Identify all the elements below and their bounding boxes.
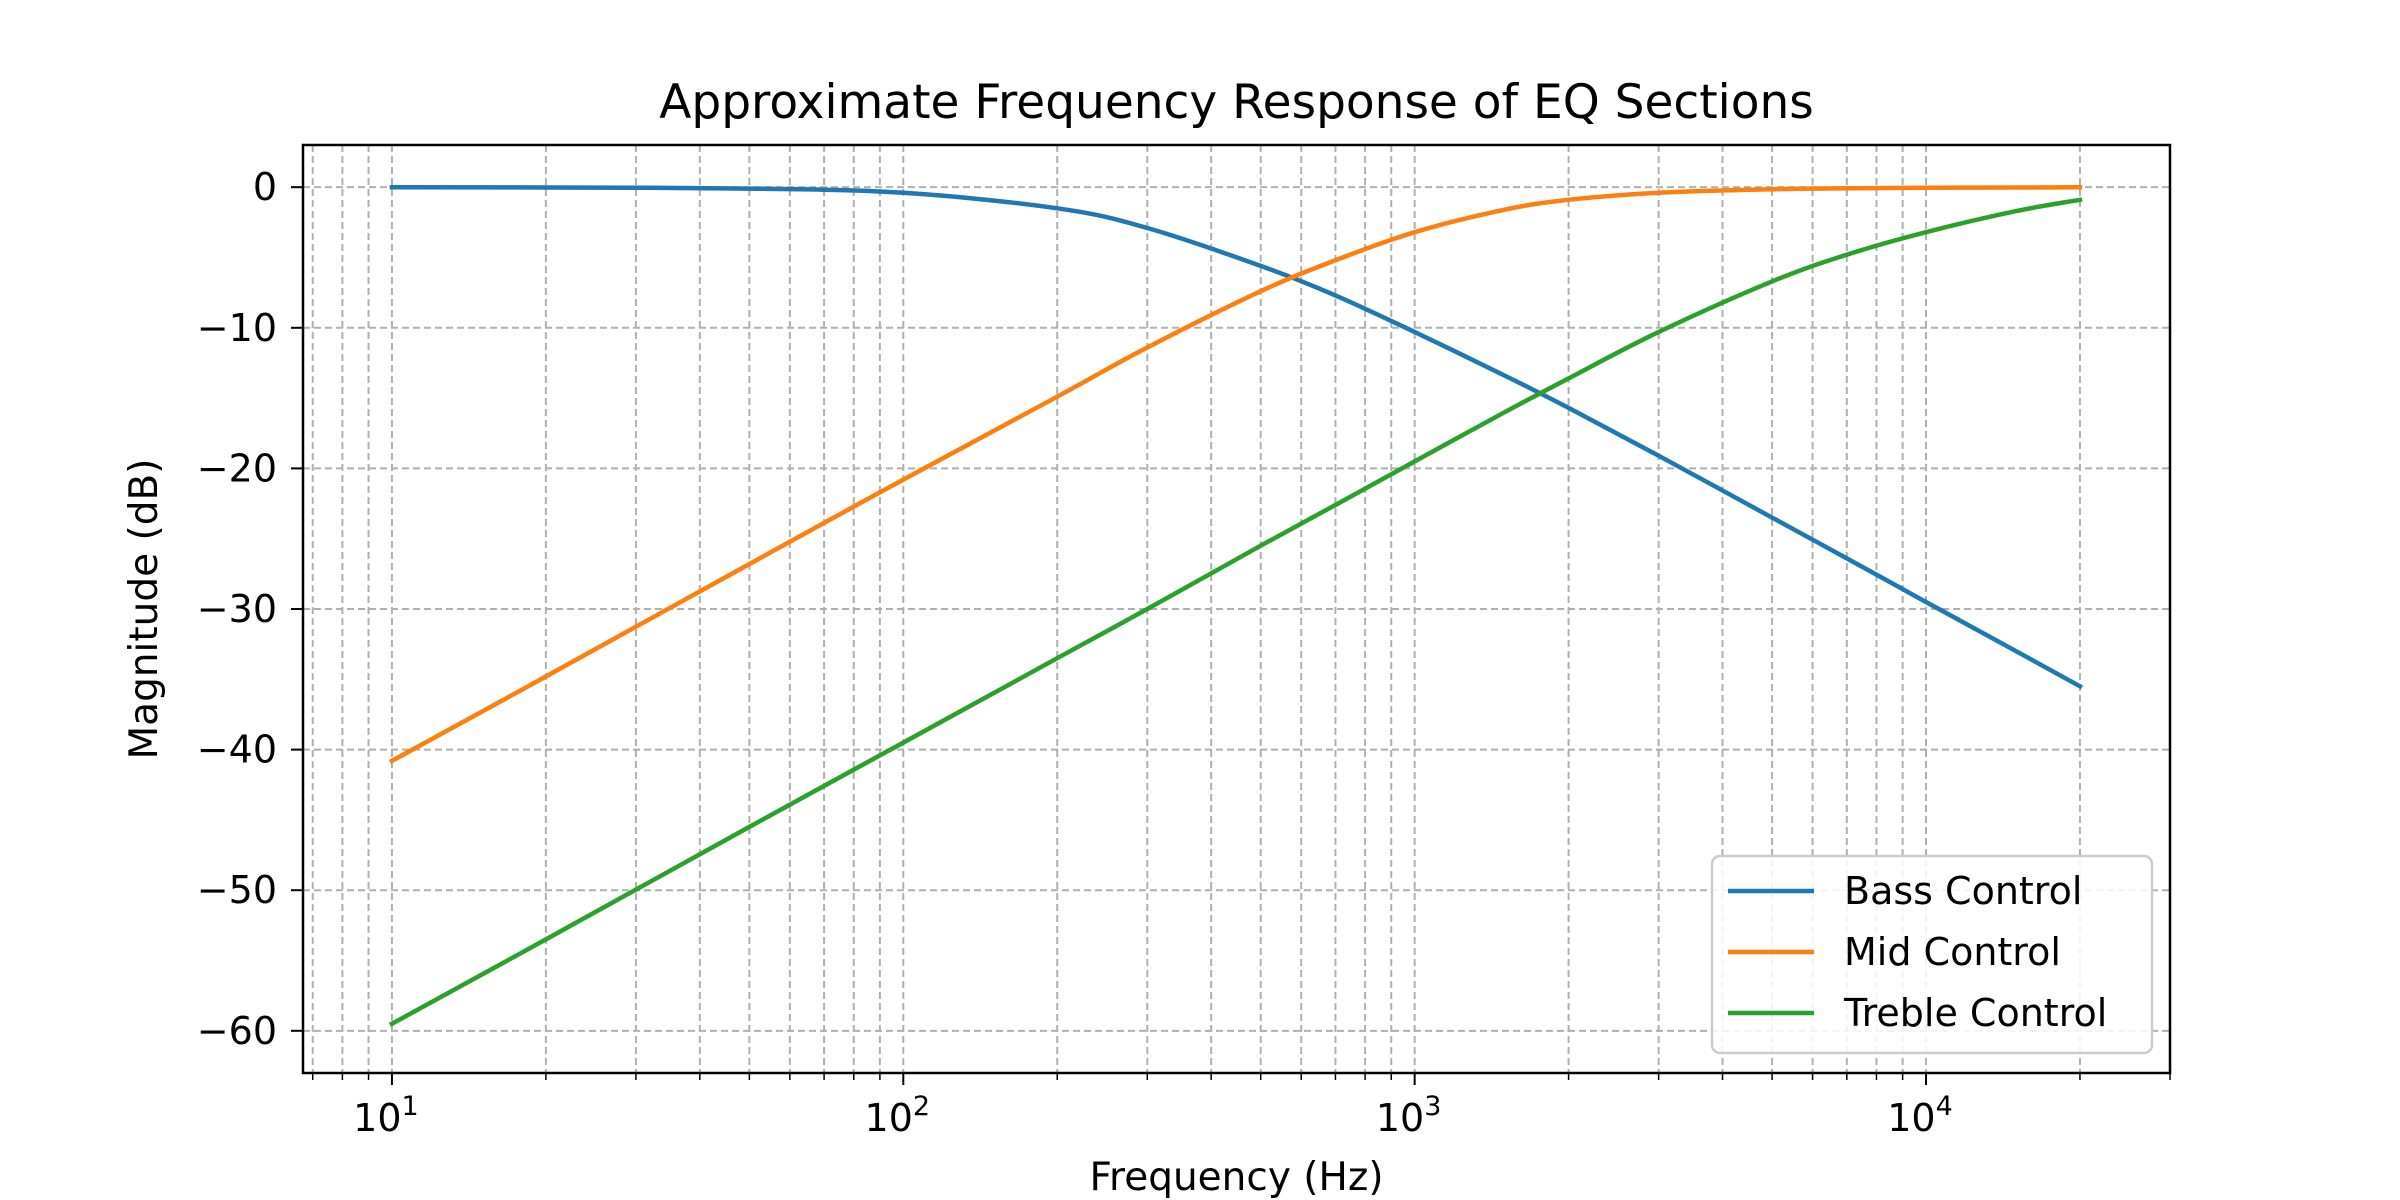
x-tick-label-exponent: 2 <box>913 1091 930 1122</box>
chart-title: Approximate Frequency Response of EQ Sec… <box>659 75 1814 130</box>
legend-label-treble-control: Treble Control <box>1843 991 2107 1035</box>
y-tick-label: −30 <box>197 587 277 631</box>
legend-label-mid-control: Mid Control <box>1844 930 2061 974</box>
y-tick-label: −60 <box>197 1009 277 1053</box>
y-tick-label: −20 <box>197 446 277 490</box>
y-tick-label: −50 <box>197 868 277 912</box>
x-tick-label: 101 <box>353 1091 419 1140</box>
grid-layer <box>303 145 2171 1073</box>
legend: Bass Control Mid Control Treble Control <box>1710 854 2154 1055</box>
x-tick-label: 103 <box>1376 1091 1442 1140</box>
x-tick-label-base: 10 <box>353 1096 401 1140</box>
x-tick-label-base: 10 <box>1887 1096 1935 1140</box>
legend-box <box>1710 854 2154 1055</box>
x-axis-label: Frequency (Hz) <box>1089 1155 1383 1200</box>
x-tick-label-exponent: 3 <box>1424 1091 1441 1122</box>
x-tick-label-exponent: 4 <box>1936 1091 1953 1122</box>
x-tick-label-exponent: 1 <box>402 1091 419 1122</box>
series-line-treble-control <box>388 197 2083 1027</box>
y-axis-label: Magnitude (dB) <box>122 459 167 760</box>
series-line-bass-control <box>389 184 2084 690</box>
series-line-mid-control <box>388 185 2083 764</box>
x-tick-label-base: 10 <box>1376 1096 1424 1140</box>
y-tick-label: 0 <box>253 165 277 209</box>
x-tick-label-base: 10 <box>865 1096 913 1140</box>
x-tick-label: 102 <box>865 1091 931 1140</box>
legend-label-bass-control: Bass Control <box>1844 869 2082 913</box>
x-tick-label: 104 <box>1887 1091 1953 1140</box>
y-tick-label: −40 <box>197 728 277 772</box>
y-tick-label: −10 <box>197 306 277 350</box>
series-layer <box>388 184 2084 1027</box>
